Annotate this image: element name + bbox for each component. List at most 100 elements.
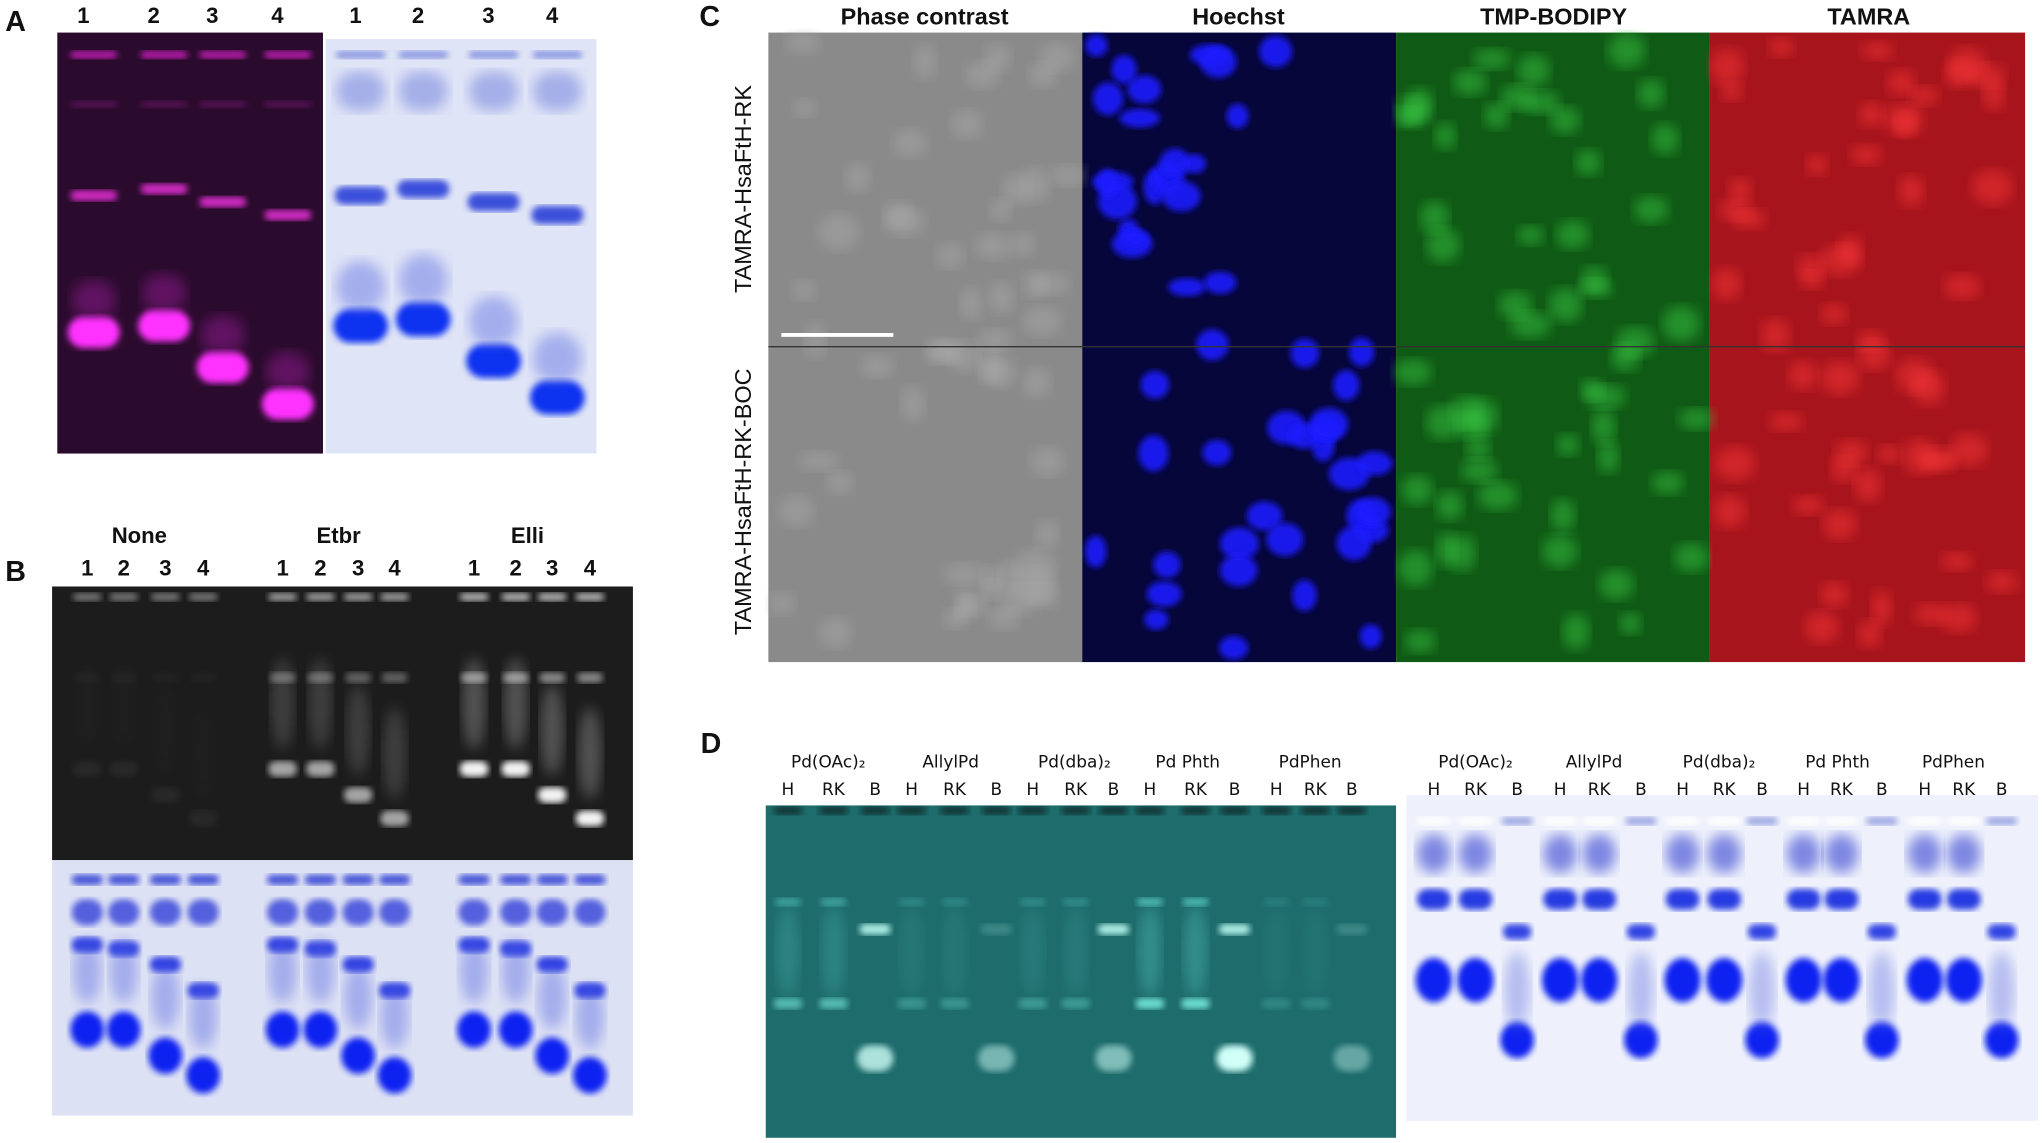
band [1786,888,1821,910]
band [468,295,519,348]
cell [1419,200,1450,234]
band [1745,1021,1779,1059]
lane-label: 1 [276,555,288,580]
lane-label: RK [943,779,967,799]
band [1135,806,1165,815]
band [333,308,389,343]
cell [943,562,984,585]
band [578,707,602,799]
band [897,998,926,1009]
band [109,938,139,1004]
cell [1196,329,1229,361]
band [112,658,135,749]
cell [1713,494,1746,528]
lane-label: RK [1304,779,1328,799]
cell [1498,291,1533,319]
cell [1359,624,1382,649]
band [381,672,408,683]
cell [883,201,913,228]
cell [1010,232,1035,257]
cell [936,242,965,269]
cell [1127,75,1162,104]
band [199,50,247,59]
band [377,1056,412,1094]
band [532,71,583,111]
cell [1887,69,1916,97]
cell [1591,409,1616,445]
cell [1425,405,1462,440]
cell [1853,467,1882,502]
lane-label: 4 [584,555,597,580]
band [151,593,180,601]
band [187,899,219,926]
band [1416,834,1451,874]
cell [1517,225,1545,246]
band [539,672,566,683]
band [1786,834,1821,874]
band [264,209,312,221]
band [576,672,603,683]
lane-label: B [1635,779,1647,799]
band [980,924,1012,935]
band [1987,924,2016,940]
band [458,874,490,885]
band [152,673,178,683]
band [1785,957,1822,1003]
band [148,1037,183,1074]
cell [1940,603,1977,633]
cell [786,31,821,54]
band [1946,817,1981,825]
group-label: Pd(OAc)₂ [1438,751,1513,771]
band [398,50,448,59]
band [1988,951,2015,1030]
cell [1985,571,2019,593]
band [1907,817,1942,825]
cell [1909,86,1939,106]
cell [1434,122,1457,150]
band [1866,817,1898,825]
band [1501,817,1533,825]
lane-label: 4 [271,3,284,28]
band [1415,957,1453,1003]
band [462,658,486,750]
band [467,192,520,212]
band [1458,834,1493,874]
cell [1555,220,1590,249]
band [468,71,519,111]
band [1946,834,1981,874]
cell [1858,102,1885,128]
cell [1903,438,1937,474]
band [398,71,448,111]
cell [1597,441,1620,474]
band [1181,806,1210,815]
band [303,1011,338,1048]
cell [1436,490,1464,521]
cell [1940,552,1973,571]
lane-label: RK [1588,779,1612,799]
band [1582,834,1617,874]
panel-label: B [5,556,26,588]
cell [1578,278,1613,299]
band [304,874,336,885]
cell [1199,45,1237,78]
lane-label: 1 [77,3,89,28]
cell [1119,108,1161,128]
band [343,787,373,803]
band [1303,905,1328,998]
band [1626,924,1656,940]
group-label: Pd(dba)₂ [1683,751,1756,771]
lane-label: B [1756,779,1768,799]
column-header: TAMRA [1827,3,1910,29]
lane-label: H [1676,779,1689,799]
cell [1355,497,1391,527]
lane-label: H [782,779,795,799]
band [540,684,564,776]
cell [860,354,894,378]
band [304,899,336,926]
lane-label: RK [1830,779,1854,799]
band [1582,888,1617,910]
band [575,810,605,827]
cell [1202,439,1232,466]
band [1786,817,1821,825]
